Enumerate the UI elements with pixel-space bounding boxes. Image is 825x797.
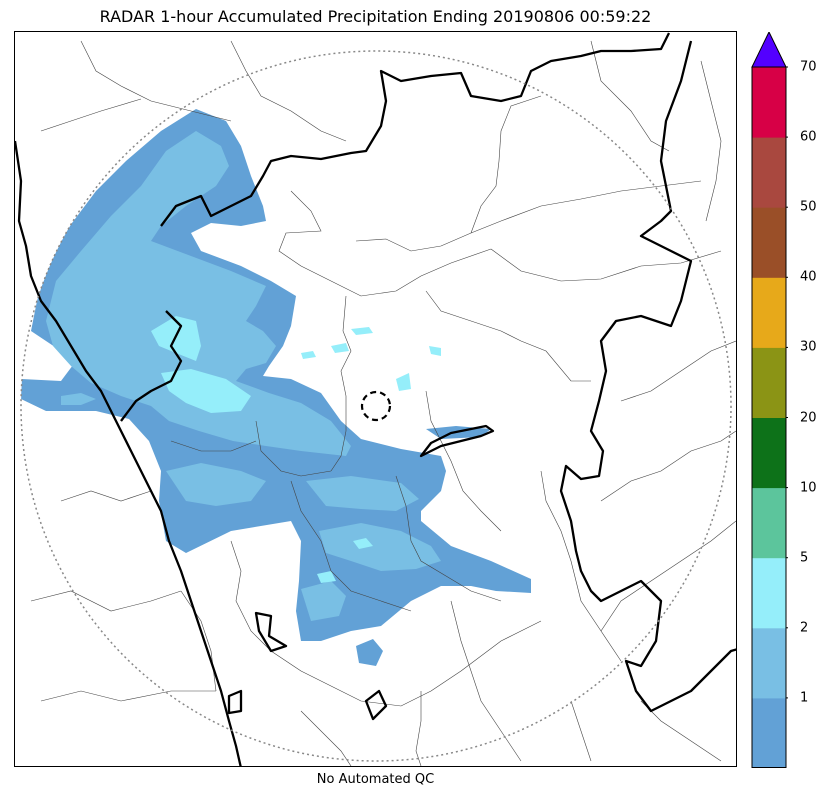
- colorbar-tick-label: 60: [800, 129, 817, 145]
- state-borders: [15, 32, 736, 766]
- qc-caption: No Automated QC: [316, 772, 435, 787]
- colorbar-extend-triangle: [751, 32, 787, 68]
- colorbar-tick-label: 40: [800, 269, 817, 285]
- precip-area-heavy: [301, 351, 316, 359]
- colorbar-tick-label: 70: [800, 59, 817, 75]
- colorbar-tick-label: 2: [800, 620, 809, 636]
- precipitation-colorbar: [751, 32, 788, 768]
- radar-site-marker: [360, 390, 392, 422]
- precip-area-medium: [166, 463, 266, 506]
- precip-area-heavy: [317, 571, 336, 583]
- radar-map-canvas: [15, 32, 736, 766]
- chart-title: RADAR 1-hour Accumulated Precipitation E…: [99, 7, 652, 26]
- colorbar-tick-label: 30: [800, 339, 817, 355]
- precip-area-heavy: [396, 373, 411, 391]
- precip-area-light: [356, 639, 383, 666]
- colorbar-tick-label: 50: [800, 199, 817, 215]
- precip-area-heavy: [351, 327, 373, 335]
- colorbar-band: [752, 277, 786, 348]
- colorbar-band: [752, 627, 786, 699]
- precip-area-heavy: [353, 538, 373, 549]
- precipitation-field: [21, 109, 531, 666]
- precip-area-medium: [306, 476, 419, 511]
- colorbar-band: [752, 67, 786, 138]
- colorbar-tick-label: 20: [800, 410, 817, 425]
- colorbar-band: [752, 137, 786, 208]
- colorbar-band: [752, 347, 786, 418]
- precip-area-heavy: [161, 369, 251, 413]
- colorbar-tick-label: 5: [800, 550, 809, 566]
- colorbar-band: [752, 557, 786, 629]
- radar-range-ring: [20, 50, 732, 762]
- precip-area-medium: [301, 581, 346, 621]
- precip-area-heavy: [331, 343, 349, 353]
- colorbar-band: [752, 697, 786, 768]
- colorbar-band: [752, 207, 786, 278]
- colorbar-tick-label: 1: [800, 690, 809, 706]
- precip-area-medium: [61, 393, 96, 405]
- radar-map: [14, 31, 737, 767]
- district-boundaries: [30, 40, 736, 766]
- precip-area-heavy: [429, 346, 441, 356]
- precip-area-medium: [46, 131, 351, 456]
- colorbar-tick-label: 10: [800, 480, 817, 496]
- colorbar-band: [752, 487, 786, 559]
- colorbar-band: [752, 417, 786, 489]
- precip-area-medium: [319, 523, 441, 571]
